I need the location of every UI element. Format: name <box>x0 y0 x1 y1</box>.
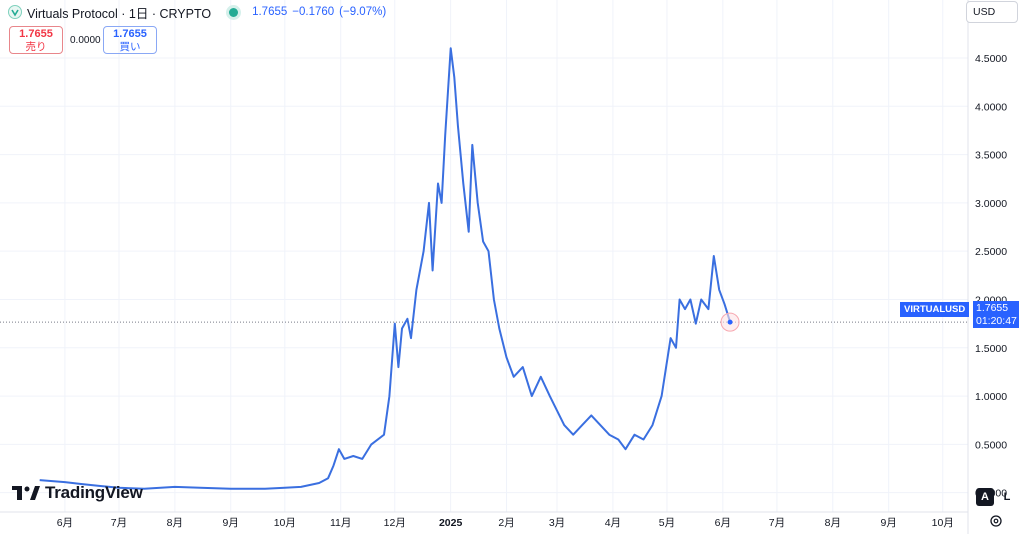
y-tick-label: 3.0000 <box>975 198 1007 210</box>
last-price-tag: 1.7655 01:20:47 <box>973 301 1019 328</box>
sell-button[interactable]: 1.7655 売り <box>9 26 63 54</box>
x-tick-label: 10月 <box>274 517 296 529</box>
buy-button[interactable]: 1.7655 買い <box>103 26 157 54</box>
x-tick-label: 12月 <box>384 517 406 529</box>
x-tick-label: 5月 <box>659 517 675 529</box>
settings-gear-icon[interactable] <box>989 514 1003 528</box>
sell-price: 1.7655 <box>19 28 53 40</box>
y-tick-label: 2.5000 <box>975 246 1007 258</box>
time-axis[interactable]: 6月 7月 8月 9月 10月 11月 12月 2025 2月 3月 4月 5月 6月 7月 8月 9月 10月 <box>57 517 954 529</box>
x-tick-label: 4月 <box>605 517 621 529</box>
buy-label: 買い <box>119 41 141 53</box>
x-tick-label: 6月 <box>715 517 731 529</box>
chart-grid <box>0 0 968 512</box>
auto-scale-button[interactable]: A <box>976 488 994 506</box>
x-tick-label: 9月 <box>223 517 239 529</box>
x-tick-label: 7月 <box>111 517 127 529</box>
bar-countdown: 01:20:47 <box>976 315 1017 327</box>
last-price-value: 1.7655 <box>976 302 1009 314</box>
x-tick-label: 2月 <box>498 517 514 529</box>
y-tick-label: 4.5000 <box>975 53 1007 65</box>
y-tick-label: 1.0000 <box>975 391 1007 403</box>
y-tick-label: 4.0000 <box>975 101 1007 113</box>
spread-value: 0.0000 <box>70 35 101 46</box>
y-tick-label: 3.5000 <box>975 150 1007 162</box>
x-tick-label: 7月 <box>769 517 785 529</box>
header-last-price: 1.7655 <box>252 6 288 18</box>
x-tick-label: 6月 <box>57 517 73 529</box>
sell-label: 売り <box>25 41 47 53</box>
logo-text: TradingView <box>45 483 143 502</box>
x-tick-label: 11月 <box>330 517 351 529</box>
x-tick-label: 3月 <box>549 517 565 529</box>
x-tick-label: 8月 <box>167 517 183 529</box>
y-tick-label: 1.5000 <box>975 343 1007 355</box>
x-tick-label: 2025 <box>439 517 463 529</box>
market-open-status-icon <box>229 7 239 17</box>
symbol-title[interactable]: Virtuals Protocol · 1日 · CRYPTO <box>27 6 212 21</box>
tradingview-mark-icon <box>12 486 40 500</box>
currency-selector[interactable]: USD <box>966 1 1018 23</box>
x-tick-label: 8月 <box>825 517 841 529</box>
header-change-percent: (−9.07%) <box>339 6 387 18</box>
x-tick-label: 10月 <box>932 517 954 529</box>
buy-price: 1.7655 <box>113 28 147 40</box>
price-axis[interactable]: 0.00000.50001.00001.50002.00002.50003.00… <box>975 53 1007 500</box>
symbol-price-label: VIRTUALUSD <box>900 302 970 317</box>
log-scale-button[interactable]: L <box>1003 491 1011 503</box>
last-price-dot <box>727 319 733 325</box>
price-series-line <box>39 47 732 490</box>
symbol-header: Virtuals Protocol · 1日 · CRYPTO 1.7655 −… <box>8 3 386 21</box>
y-tick-label: 0.5000 <box>975 439 1007 451</box>
virtuals-logo-icon <box>8 5 22 19</box>
x-tick-label: 9月 <box>881 517 897 529</box>
tradingview-logo[interactable]: TradingView <box>12 482 143 504</box>
header-change: −0.1760 <box>292 6 335 18</box>
